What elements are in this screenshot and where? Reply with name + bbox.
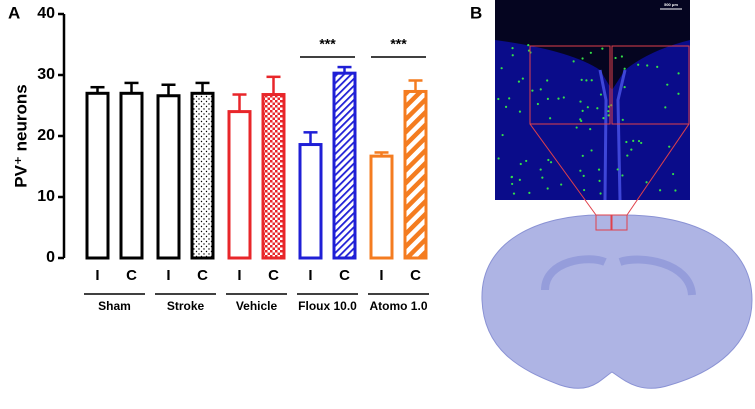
- y-tick-label: 0: [46, 249, 55, 266]
- x-tick-label: I: [166, 267, 170, 284]
- y-tick-label: 40: [37, 5, 55, 22]
- bar-chart: 0 10 20 30 40 I C Sham I C Stroke I C Vehicle I C Floux …: [37, 5, 429, 313]
- y-tick-label: 30: [37, 66, 55, 83]
- x-tick-label: I: [308, 267, 312, 284]
- inset-box: [611, 45, 690, 125]
- x-tick-label: C: [126, 267, 137, 284]
- x-tick-label: C: [339, 267, 350, 284]
- significance-label: ***: [319, 36, 336, 52]
- midline: [598, 69, 627, 201]
- panel-label: B: [470, 3, 482, 22]
- scale-bar-label: 500 μm: [664, 2, 678, 7]
- bar: [298, 143, 323, 260]
- region-box: [611, 214, 628, 231]
- bar: [119, 91, 144, 260]
- group-label: Vehicle: [236, 299, 278, 313]
- zoom-line: [626, 123, 690, 216]
- corpus-callosum: [541, 255, 696, 296]
- x-tick-label: I: [379, 267, 383, 284]
- bar: [85, 91, 110, 260]
- y-tick-label: 20: [37, 127, 55, 144]
- micrograph: 500 μm: [481, 0, 753, 389]
- group-label: Sham: [98, 299, 131, 313]
- significance-label: ***: [390, 36, 407, 52]
- group-label: Stroke: [167, 299, 205, 313]
- x-tick-label: C: [268, 267, 279, 284]
- y-axis-label: PV⁺ neurons: [11, 84, 30, 187]
- bar: [156, 94, 181, 260]
- bar: [369, 154, 394, 260]
- zoom-line: [529, 123, 597, 216]
- dark-region: [495, 0, 690, 90]
- bar: [227, 110, 252, 260]
- brain-slice: [481, 214, 753, 389]
- y-tick-label: 10: [37, 188, 55, 205]
- x-tick-label: I: [237, 267, 241, 284]
- bar: [332, 71, 357, 260]
- region-box: [595, 214, 612, 231]
- x-tick-label: I: [95, 267, 99, 284]
- x-tick-label: C: [410, 267, 421, 284]
- bar: [403, 89, 428, 260]
- group-label: Floux 10.0: [298, 299, 357, 313]
- group-label: Atomo 1.0: [369, 299, 427, 313]
- inset-box: [529, 45, 611, 125]
- bar: [261, 93, 286, 260]
- x-tick-label: C: [197, 267, 208, 284]
- panel-label: A: [8, 3, 20, 22]
- bar: [190, 91, 215, 260]
